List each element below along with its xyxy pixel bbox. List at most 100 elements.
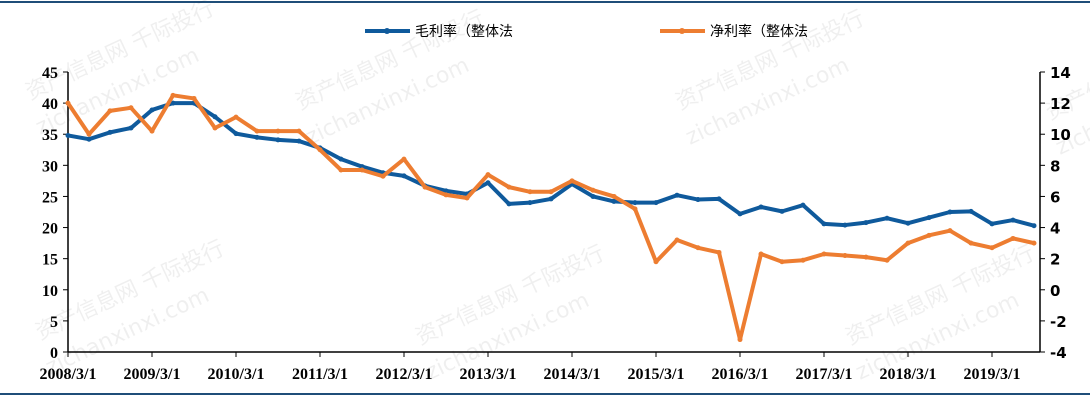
data-point — [65, 100, 71, 106]
data-point — [149, 107, 155, 113]
data-point — [968, 208, 974, 214]
right-tick-label: 2 — [1050, 251, 1060, 269]
legend-label: 净利率（整体法 — [710, 23, 808, 40]
data-point — [695, 197, 701, 203]
data-point — [464, 195, 470, 201]
data-point — [695, 245, 701, 251]
data-point — [863, 220, 869, 226]
data-point — [86, 136, 92, 142]
data-point — [443, 192, 449, 198]
left-tick-label: 40 — [42, 96, 58, 113]
data-point — [485, 180, 491, 186]
data-point — [149, 128, 155, 134]
data-point — [338, 167, 344, 173]
left-tick-label: 10 — [42, 283, 58, 300]
data-point — [674, 192, 680, 198]
left-tick-label: 35 — [42, 127, 58, 144]
data-point — [674, 237, 680, 243]
data-point — [947, 228, 953, 234]
data-point — [527, 200, 533, 206]
x-tick-label: 2008/3/1 — [40, 366, 97, 383]
data-point — [590, 193, 596, 199]
x-tick-label: 2009/3/1 — [124, 366, 181, 383]
data-point — [443, 188, 449, 194]
data-point — [632, 206, 638, 212]
data-point — [275, 137, 281, 143]
legend: 毛利率（整体法 净利率（整体法 — [365, 23, 808, 40]
data-point — [128, 125, 134, 131]
bottom-border — [0, 393, 1090, 395]
x-tick-label: 2018/3/1 — [880, 366, 937, 383]
data-point — [716, 249, 722, 255]
data-point — [1031, 223, 1037, 229]
right-tick-label: -4 — [1050, 344, 1067, 362]
data-point — [506, 184, 512, 190]
left-tick-label: 45 — [42, 65, 58, 82]
right-tick-label: 6 — [1050, 188, 1060, 206]
data-point — [506, 201, 512, 207]
data-point — [611, 198, 617, 204]
axes: 0 5 10 15 20 25 30 35 40 45 -4 -2 0 2 4 6 8 10 12 14 2008/3/… — [40, 64, 1071, 383]
data-point — [107, 108, 113, 114]
x-tick-label: 2016/3/1 — [712, 366, 769, 383]
data-point — [926, 232, 932, 238]
data-point — [905, 240, 911, 246]
right-tick-label: 0 — [1050, 282, 1060, 300]
left-tick-label: 0 — [50, 345, 58, 362]
data-point — [317, 147, 323, 153]
data-point — [128, 105, 134, 111]
data-point — [296, 138, 302, 144]
data-point — [842, 222, 848, 228]
data-point — [590, 187, 596, 193]
x-tick-label: 2014/3/1 — [544, 366, 601, 383]
right-tick-label: 4 — [1050, 220, 1060, 238]
right-tick-label: 10 — [1050, 126, 1071, 144]
data-point — [821, 221, 827, 227]
x-tick-label: 2010/3/1 — [208, 366, 265, 383]
data-point — [170, 100, 176, 106]
left-tick-label: 15 — [42, 252, 58, 269]
data-point — [947, 209, 953, 215]
data-point — [254, 134, 260, 140]
data-point — [191, 95, 197, 101]
right-tick-label: 14 — [1050, 64, 1071, 82]
data-point — [821, 251, 827, 257]
x-tick-label: 2011/3/1 — [292, 366, 348, 383]
data-point — [401, 173, 407, 179]
right-tick-label: 12 — [1050, 95, 1071, 113]
data-point — [548, 196, 554, 202]
data-point — [296, 128, 302, 134]
x-tick-label: 2015/3/1 — [628, 366, 685, 383]
right-tick-label: -2 — [1050, 313, 1067, 331]
data-point — [422, 184, 428, 190]
data-point — [968, 240, 974, 246]
data-point — [737, 211, 743, 217]
x-tick-label: 2012/3/1 — [376, 366, 433, 383]
data-point — [527, 189, 533, 195]
data-point — [212, 125, 218, 131]
series-lines — [65, 92, 1037, 343]
data-point — [926, 215, 932, 221]
data-point — [737, 337, 743, 343]
left-tick-label: 5 — [50, 314, 58, 331]
left-tick-label: 20 — [42, 221, 58, 238]
data-point — [233, 131, 239, 137]
data-point — [107, 129, 113, 135]
data-point — [485, 172, 491, 178]
data-point — [338, 156, 344, 162]
right-tick-label: 8 — [1050, 157, 1060, 175]
data-point — [1010, 217, 1016, 223]
left-tick-label: 25 — [42, 189, 58, 206]
data-point — [233, 114, 239, 120]
data-point — [569, 178, 575, 184]
top-border — [0, 1, 1090, 3]
data-point — [884, 257, 890, 263]
data-point — [884, 215, 890, 221]
data-point — [863, 254, 869, 260]
data-point — [254, 128, 260, 134]
data-point — [758, 251, 764, 257]
data-point — [989, 245, 995, 251]
legend-marker — [384, 28, 390, 34]
